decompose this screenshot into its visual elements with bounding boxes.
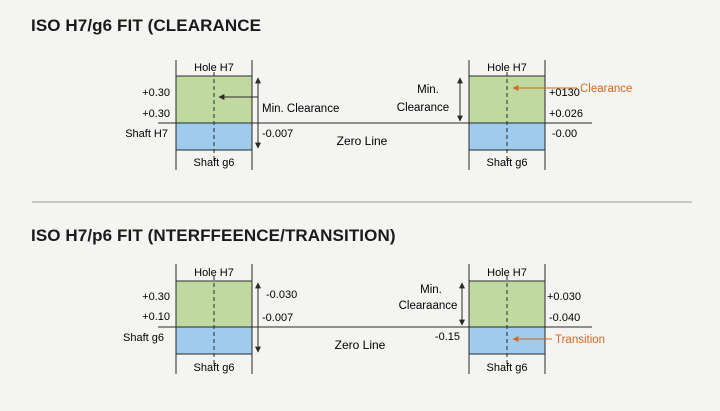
min-clearance-label: Min. Clearance [262, 103, 339, 115]
deviation-value-1: +0130 [549, 87, 580, 99]
shaft-label: Shaft g6 [487, 362, 528, 374]
hole-upper-deviation: +0.30 [142, 87, 170, 99]
clearance-callout: Clearance [580, 83, 632, 95]
section-2-right-diagram: Hole H7 Shaft g6 Min. Clearaance -0.15 +… [399, 264, 605, 374]
clearance-label: Clearance [397, 102, 449, 114]
section-1-left-diagram: Hole H7 Shaft g6 +0.30 +0.30 Shaft H7 Mi… [125, 60, 339, 170]
deviation-value-2: -0.040 [549, 312, 580, 324]
shaft-label: Shaft g6 [194, 157, 235, 169]
deviation-value-1: +0.030 [547, 291, 581, 303]
hole-label: Hole H7 [194, 267, 234, 279]
shaft-label: Shaft g6 [194, 362, 235, 374]
min-label: Min. [420, 284, 442, 296]
hole-lower-deviation: +0.10 [142, 311, 170, 323]
side-label: Shaft H7 [125, 128, 168, 140]
side-label: Shaft g6 [123, 332, 164, 344]
hole-upper-deviation: +0.30 [142, 291, 170, 303]
transition-callout: Transition [555, 334, 605, 346]
section-1-right-diagram: Hole H7 Shaft g6 Min. Clearance +0130 +0… [397, 60, 632, 170]
section-2-heading: ISO H7/p6 FIT (NTERFFEENCE/TRANSITION) [31, 226, 396, 245]
shaft-label: Shaft g6 [487, 157, 528, 169]
clearance-label: Clearaance [399, 300, 458, 312]
hole-label: Hole H7 [487, 62, 527, 74]
section-2-left-diagram: Hole H7 Shaft g6 +0.30 +0.10 Shaft g6 -0… [123, 264, 297, 374]
deviation-value-3: -0.00 [552, 128, 577, 140]
section-1-zero-line-label: Zero Line [337, 134, 388, 148]
deviation-left-bottom: -0.15 [435, 331, 460, 343]
hole-lower-deviation: +0.30 [142, 108, 170, 120]
min-label: Min. [417, 84, 439, 96]
deviation-value-2: +0.026 [549, 108, 583, 120]
shaft-deviation: -0.007 [262, 128, 293, 140]
hole-label: Hole H7 [194, 62, 234, 74]
deviation-bottom: -0.007 [262, 312, 293, 324]
deviation-top: -0.030 [266, 289, 297, 301]
section-2-zero-line-label: Zero Line [335, 338, 386, 352]
section-1-heading: ISO H7/g6 FIT (CLEARANCE [31, 16, 262, 35]
hole-label: Hole H7 [487, 267, 527, 279]
